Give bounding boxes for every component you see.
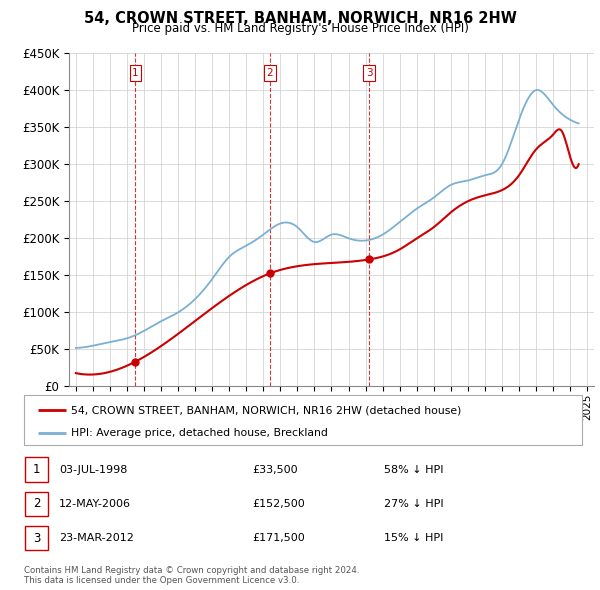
Text: 15% ↓ HPI: 15% ↓ HPI [384,533,443,543]
FancyBboxPatch shape [25,526,48,550]
Text: Contains HM Land Registry data © Crown copyright and database right 2024.
This d: Contains HM Land Registry data © Crown c… [24,566,359,585]
Text: 3: 3 [366,68,373,78]
Text: HPI: Average price, detached house, Breckland: HPI: Average price, detached house, Brec… [71,428,328,438]
Text: Price paid vs. HM Land Registry's House Price Index (HPI): Price paid vs. HM Land Registry's House … [131,22,469,35]
Text: 2: 2 [266,68,273,78]
Text: £152,500: £152,500 [252,499,305,509]
Text: 2: 2 [33,497,40,510]
Text: 27% ↓ HPI: 27% ↓ HPI [384,499,443,509]
FancyBboxPatch shape [25,491,48,516]
Text: 1: 1 [33,463,40,476]
FancyBboxPatch shape [24,395,582,445]
Text: 3: 3 [33,532,40,545]
Text: 58% ↓ HPI: 58% ↓ HPI [384,465,443,474]
Text: £33,500: £33,500 [252,465,298,474]
Text: 12-MAY-2006: 12-MAY-2006 [59,499,131,509]
Text: 1: 1 [132,68,139,78]
Text: £171,500: £171,500 [252,533,305,543]
Text: 54, CROWN STREET, BANHAM, NORWICH, NR16 2HW: 54, CROWN STREET, BANHAM, NORWICH, NR16 … [83,11,517,25]
FancyBboxPatch shape [25,457,48,482]
Text: 03-JUL-1998: 03-JUL-1998 [59,465,127,474]
Text: 54, CROWN STREET, BANHAM, NORWICH, NR16 2HW (detached house): 54, CROWN STREET, BANHAM, NORWICH, NR16 … [71,405,462,415]
Text: 23-MAR-2012: 23-MAR-2012 [59,533,134,543]
